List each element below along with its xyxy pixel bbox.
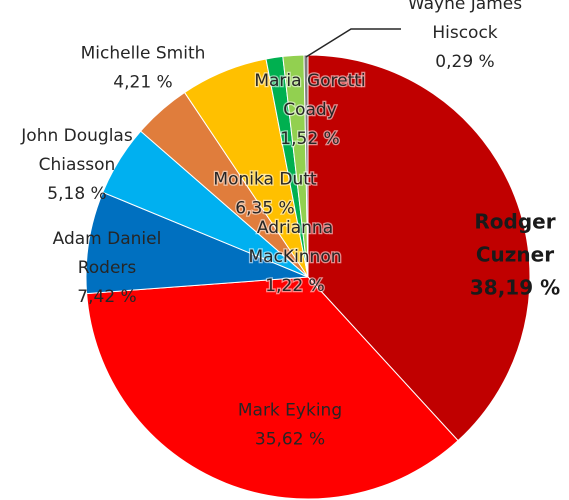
- pie-slice-mark-eyking: [86, 276, 459, 500]
- maria-goretti-coady-name-label: Maria Goretti: [254, 71, 365, 91]
- monika-dutt-value-label: 6,35 %: [235, 199, 294, 219]
- mark-eyking-name-label: Mark Eyking: [238, 401, 342, 421]
- john-douglas-chiasson-name-label: Chiasson: [39, 155, 116, 175]
- maria-goretti-coady-name-label: Coady: [283, 100, 337, 120]
- mark-eyking-value-label: 35,62 %: [255, 430, 325, 450]
- adrianna-mackinnon-name-label: Adrianna: [257, 218, 333, 238]
- maria-goretti-coady-value-label: 1,52 %: [280, 129, 339, 149]
- adrianna-mackinnon-value-label: 1,22 %: [265, 276, 324, 296]
- adam-daniel-roders-value-label: 7,42 %: [77, 287, 136, 307]
- michelle-smith-value-label: 4,21 %: [113, 73, 172, 93]
- rodger-cuzner-name-label: Cuzner: [476, 243, 554, 267]
- wayne-james-hiscock-name-label: Wayne James: [408, 0, 522, 14]
- wayne-james-hiscock-value-label: 0,29 %: [435, 52, 494, 72]
- rodger-cuzner-name-label: Rodger: [474, 210, 555, 234]
- pie-slice-adam-daniel-roders: [85, 191, 309, 295]
- wayne-james-hiscock-name-label: Hiscock: [432, 23, 497, 43]
- john-douglas-chiasson-value-label: 5,18 %: [47, 184, 106, 204]
- rodger-cuzner-value-label: 38,19 %: [470, 276, 560, 300]
- michelle-smith-name-label: Michelle Smith: [81, 44, 206, 64]
- adrianna-mackinnon-name-label: MacKinnon: [248, 247, 341, 267]
- monika-dutt-name-label: Monika Dutt: [213, 170, 316, 190]
- leader-line-wayne-james-hiscock: [305, 28, 401, 58]
- john-douglas-chiasson-name-label: John Douglas: [20, 126, 133, 146]
- pie-slice-rodger-cuzner: [307, 54, 531, 442]
- adam-daniel-roders-name-label: Roders: [78, 258, 137, 278]
- adam-daniel-roders-name-label: Adam Daniel: [53, 229, 162, 249]
